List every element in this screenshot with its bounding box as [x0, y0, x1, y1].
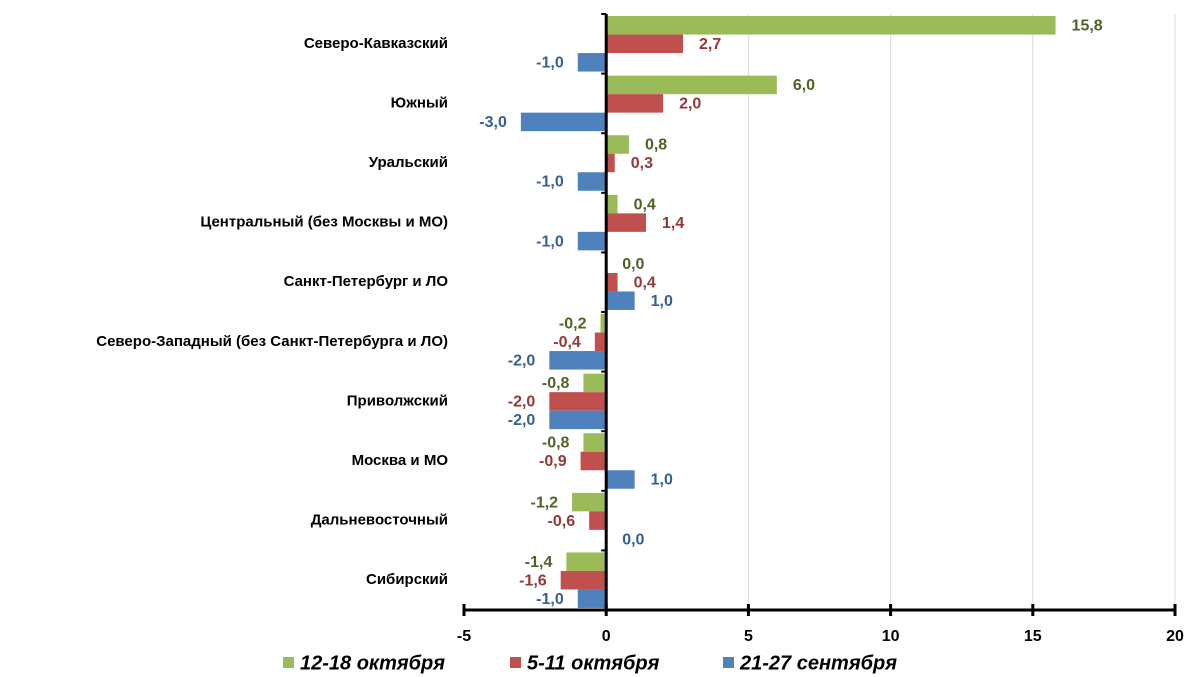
value-label: 15,8: [1072, 18, 1103, 35]
bar: [580, 451, 607, 471]
bar: [606, 153, 615, 173]
value-label: 0,0: [622, 256, 644, 273]
category-label: Дальневосточный: [311, 512, 448, 529]
value-label: -1,6: [519, 572, 547, 589]
value-label: -0,4: [553, 334, 581, 351]
legend-swatch: [283, 657, 294, 668]
legend-swatch: [510, 657, 521, 668]
bar: [606, 470, 635, 489]
bar: [606, 34, 683, 54]
bar: [583, 433, 607, 452]
bar: [520, 112, 607, 132]
category-label: Уральский: [369, 154, 448, 171]
category-label: Сибирский: [366, 571, 448, 588]
value-label: 0,3: [631, 155, 653, 172]
category-label: Южный: [391, 94, 448, 111]
category-label: Приволжский: [347, 392, 448, 409]
value-label: 1,0: [651, 472, 673, 489]
value-label: -1,0: [536, 591, 564, 608]
value-label: -0,2: [559, 316, 587, 333]
category-label: Москва и МО: [352, 452, 449, 469]
bar: [606, 16, 1056, 35]
value-label: 0,0: [622, 531, 644, 548]
bar: [606, 272, 618, 292]
bar: [606, 213, 647, 232]
bar: [606, 194, 618, 214]
bar: [577, 231, 607, 251]
value-label: 2,7: [699, 36, 721, 53]
bar: [560, 570, 607, 590]
value-label: -1,0: [536, 55, 564, 72]
category-label: Северо-Кавказский: [304, 35, 448, 52]
legend-label: 12-18 октября: [300, 652, 445, 674]
value-label: 1,0: [651, 293, 673, 310]
category-label: Северо-Западный (без Санкт-Петербурга и …: [96, 333, 448, 350]
bar: [600, 314, 607, 333]
value-label: 1,4: [662, 215, 684, 232]
bar: [577, 53, 607, 72]
bar: [549, 392, 607, 411]
value-label: -1,0: [536, 174, 564, 191]
legend-swatch: [723, 657, 734, 668]
value-label: 0,4: [634, 274, 656, 291]
bar: [606, 75, 777, 95]
legend-label: 5-11 октября: [527, 652, 660, 674]
bar: [589, 511, 607, 530]
value-label: -3,0: [479, 114, 507, 131]
legend-label: 21-27 сентября: [739, 652, 897, 674]
value-label: -2,0: [508, 353, 536, 370]
x-tick-label: 5: [744, 628, 753, 645]
value-label: -0,8: [542, 375, 570, 392]
bar: [606, 135, 629, 154]
value-label: 0,8: [645, 137, 667, 154]
value-label: -2,0: [508, 412, 536, 429]
x-tick-label: 20: [1166, 628, 1184, 645]
value-label: -1,2: [530, 494, 558, 511]
bar: [606, 291, 635, 310]
x-tick-label: 15: [1024, 628, 1042, 645]
value-label: -0,9: [539, 453, 567, 470]
value-label: 6,0: [793, 77, 815, 94]
value-label: 0,4: [634, 196, 656, 213]
value-label: -0,6: [548, 513, 576, 530]
x-tick-label: 10: [882, 628, 900, 645]
value-label: -0,8: [542, 435, 570, 452]
category-label: Центральный (без Москвы и МО): [200, 214, 448, 231]
bar: [583, 373, 607, 393]
bar: [594, 332, 607, 352]
x-tick-label: 0: [602, 628, 611, 645]
bar: [549, 410, 607, 430]
bar: [606, 94, 664, 113]
bar: [566, 552, 607, 571]
bar: [577, 172, 607, 191]
value-label: -2,0: [508, 394, 536, 411]
bar: [577, 589, 607, 608]
bar: [549, 351, 607, 370]
x-tick-label: -5: [457, 628, 471, 645]
value-label: -1,0: [536, 233, 564, 250]
value-label: 2,0: [679, 96, 701, 113]
category-label: Санкт-Петербург и ЛО: [284, 273, 449, 290]
bar: [572, 492, 607, 512]
value-label: -1,4: [525, 554, 553, 571]
